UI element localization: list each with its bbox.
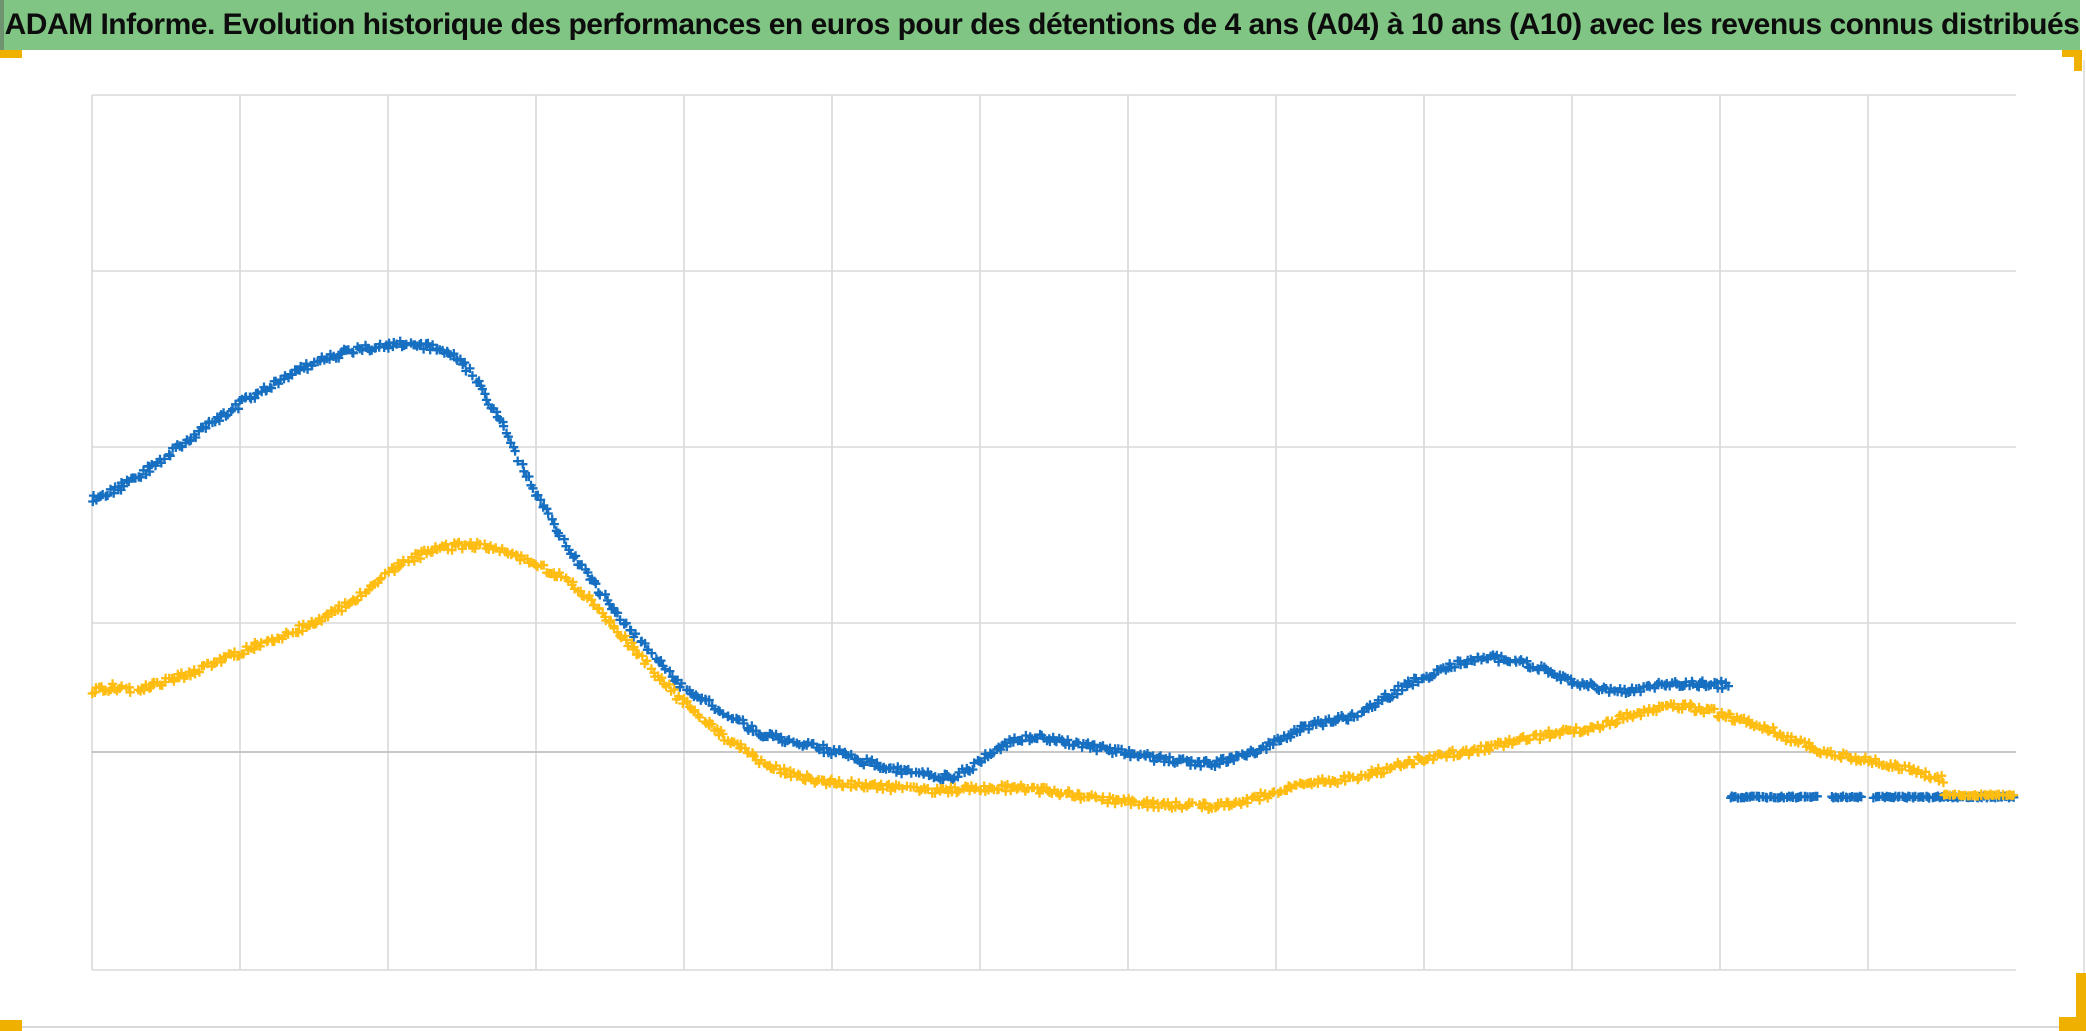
accent-mark-bottom-left — [0, 1020, 22, 1031]
right-edge-divider — [2083, 60, 2085, 1026]
accent-mark-top-left — [0, 50, 22, 58]
series-gold — [87, 537, 2019, 814]
title-bar: ADAM Informe. Evolution historique des p… — [4, 0, 2080, 50]
page-title: ADAM Informe. Evolution historique des p… — [4, 8, 2080, 41]
accent-mark-bottom-right-h — [2059, 1017, 2086, 1031]
series-blue — [88, 336, 2019, 803]
performance-chart — [87, 94, 2019, 971]
accent-mark-top-right-h — [2062, 50, 2082, 57]
chart-area — [0, 50, 2086, 1031]
accent-mark-top-right-v — [2074, 50, 2082, 71]
accent-mark-bottom-right-v — [2076, 973, 2086, 1031]
bottom-divider — [0, 1026, 2086, 1028]
left-edge-strip — [0, 0, 4, 50]
